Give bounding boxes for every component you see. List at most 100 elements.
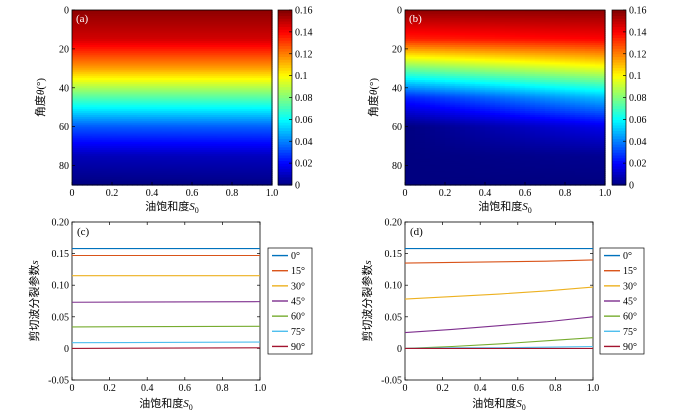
- heatmap-cell: [222, 64, 228, 67]
- heatmap-cell: [102, 85, 108, 89]
- heatmap-cell: [157, 151, 163, 155]
- heatmap-cell: [87, 132, 93, 136]
- heatmap-cell: [460, 10, 466, 13]
- heatmap-cell: [212, 97, 218, 101]
- heatmap-cell: [237, 155, 243, 159]
- heatmap-cell: [227, 58, 233, 62]
- heatmap-cell: [227, 52, 233, 56]
- heatmap-cell: [82, 74, 88, 77]
- heatmap-cell: [410, 165, 416, 169]
- heatmap-cell: [410, 72, 416, 75]
- heatmap-cell: [470, 17, 476, 21]
- heatmap-cell: [262, 159, 268, 163]
- y-tick-label: 0: [64, 6, 69, 17]
- heatmap-cell: [242, 144, 248, 147]
- heatmap-cell: [162, 118, 168, 122]
- heatmap-cell: [117, 25, 123, 29]
- colorbar-swatch: [278, 56, 292, 60]
- heatmap-cell: [252, 56, 258, 60]
- heatmap-cell: [152, 17, 158, 21]
- heatmap-cell: [132, 118, 138, 122]
- heatmap-cell: [117, 118, 123, 122]
- heatmap-cell: [142, 56, 148, 60]
- heatmap-cell: [82, 39, 88, 42]
- heatmap-cell: [217, 118, 223, 122]
- heatmap-cell: [410, 144, 416, 147]
- heatmap-cell: [262, 25, 268, 29]
- heatmap-cell: [410, 11, 416, 15]
- heatmap-cell: [237, 66, 243, 69]
- heatmap-cell: [257, 64, 263, 67]
- heatmap-cell: [77, 177, 83, 180]
- heatmap-cell: [207, 130, 213, 134]
- heatmap-cell: [262, 103, 268, 106]
- heatmap-cell: [460, 175, 466, 178]
- heatmap-cell: [415, 89, 421, 93]
- heatmap-cell: [435, 87, 441, 91]
- heatmap-cell: [102, 134, 108, 137]
- heatmap-cell: [132, 109, 138, 112]
- heatmap-cell: [202, 167, 208, 171]
- heatmap-cell: [112, 35, 118, 38]
- colorbar-swatch: [278, 157, 292, 161]
- heatmap-cell: [450, 68, 456, 71]
- heatmap-cell: [232, 80, 238, 83]
- heatmap-cell: [192, 120, 198, 124]
- heatmap-cell: [212, 62, 218, 66]
- heatmap-cell: [82, 64, 88, 67]
- heatmap-cell: [242, 60, 248, 64]
- heatmap-cell: [232, 105, 238, 108]
- heatmap-cell: [267, 142, 273, 145]
- heatmap-cell: [435, 45, 441, 48]
- heatmap-cell: [172, 80, 178, 83]
- heatmap-cell: [177, 50, 183, 54]
- heatmap-cell: [162, 173, 168, 176]
- heatmap-cell: [72, 128, 78, 132]
- heatmap-cell: [77, 41, 83, 44]
- heatmap-cell: [242, 15, 248, 19]
- heatmap-cell: [435, 76, 441, 79]
- heatmap-cell: [465, 105, 471, 108]
- heatmap-cell: [242, 25, 248, 29]
- heatmap-cell: [112, 161, 118, 165]
- heatmap-cell: [142, 60, 148, 64]
- heatmap-cell: [450, 41, 456, 44]
- heatmap-cell: [192, 177, 198, 180]
- heatmap-cell: [137, 136, 143, 139]
- heatmap-cell: [167, 179, 173, 182]
- heatmap-cell: [107, 37, 113, 40]
- heatmap-cell: [222, 78, 228, 81]
- heatmap-cell: [470, 146, 476, 149]
- heatmap-cell: [252, 35, 258, 38]
- heatmap-cell: [77, 97, 83, 101]
- heatmap-cell: [117, 81, 123, 85]
- heatmap-cell: [410, 118, 416, 122]
- heatmap-cell: [172, 128, 178, 132]
- heatmap-cell: [222, 56, 228, 60]
- heatmap-cell: [97, 175, 103, 178]
- heatmap-cell: [470, 64, 476, 67]
- heatmap-cell: [257, 146, 263, 149]
- heatmap-cell: [410, 120, 416, 124]
- heatmap-cell: [217, 29, 223, 32]
- heatmap-cell: [197, 83, 203, 87]
- heatmap-cell: [262, 10, 268, 13]
- heatmap-cell: [470, 167, 476, 171]
- heatmap-cell: [167, 122, 173, 126]
- heatmap-cell: [470, 21, 476, 25]
- heatmap-cell: [127, 72, 133, 75]
- heatmap-cell: [112, 54, 118, 58]
- heatmap-cell: [475, 11, 481, 15]
- heatmap-cell: [102, 33, 108, 36]
- heatmap-cell: [207, 83, 213, 87]
- heatmap-cell: [450, 39, 456, 42]
- heatmap-cell: [157, 171, 163, 174]
- heatmap-cell: [257, 46, 263, 50]
- heatmap-cell: [97, 111, 103, 114]
- heatmap-cell: [465, 10, 471, 13]
- heatmap-cell: [430, 48, 436, 52]
- heatmap-cell: [257, 167, 263, 171]
- heatmap-cell: [217, 81, 223, 85]
- heatmap-cell: [405, 138, 411, 141]
- heatmap-cell: [167, 33, 173, 36]
